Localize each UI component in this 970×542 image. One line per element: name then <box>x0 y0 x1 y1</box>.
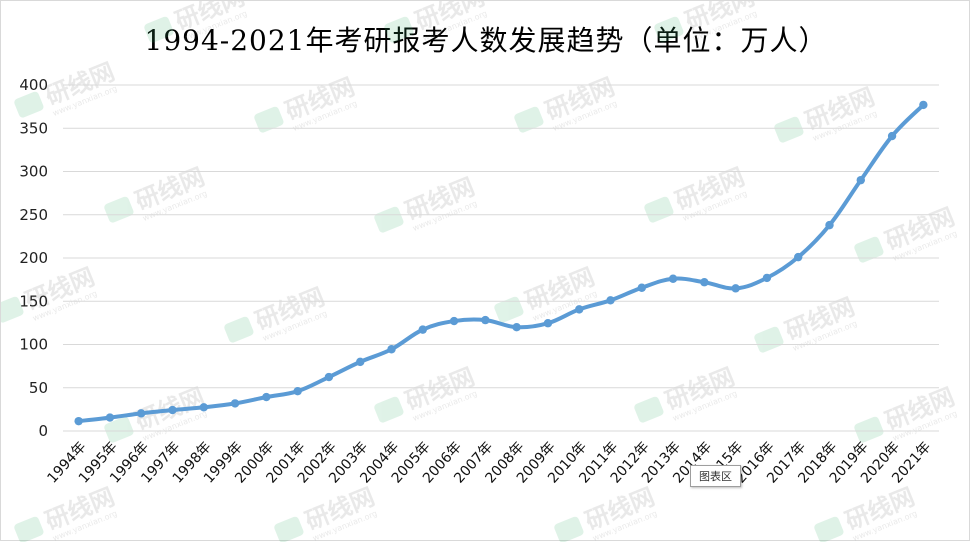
watermark-logo-icon <box>494 296 524 323</box>
data-point <box>293 387 302 396</box>
data-point <box>794 252 803 262</box>
watermark-logo-icon <box>774 116 804 143</box>
data-point <box>731 284 740 293</box>
data-point <box>74 416 83 426</box>
data-point <box>668 274 678 283</box>
data-point <box>137 409 146 418</box>
y-tick-label: 250 <box>19 206 48 224</box>
watermark-logo-icon <box>754 326 784 353</box>
data-point <box>387 345 396 354</box>
gridlines <box>63 84 939 432</box>
data-point <box>575 305 584 314</box>
watermark-logo-icon <box>654 16 684 43</box>
data-point <box>449 316 459 326</box>
watermark-logo-icon <box>1 296 24 323</box>
y-axis: 0 50 100 150 200 250 300 350 400 <box>19 76 48 440</box>
watermark-logo-icon <box>814 516 844 542</box>
watermark-logo-icon <box>374 206 404 233</box>
watermark-logo-icon <box>634 396 664 423</box>
chart-title: 1994-2021年考研报考人数发展趋势（单位：万人） <box>144 24 828 57</box>
data-point <box>825 220 834 230</box>
y-tick-label: 350 <box>19 119 48 137</box>
data-point <box>324 372 334 382</box>
data-point <box>606 296 615 305</box>
data-point <box>543 319 553 328</box>
data-point <box>262 392 271 402</box>
data-point <box>512 323 521 332</box>
y-tick-label: 400 <box>19 76 48 94</box>
data-point <box>700 278 709 287</box>
watermark-logo-icon <box>514 106 544 133</box>
y-tick-label: 200 <box>19 249 48 267</box>
data-point <box>887 131 897 141</box>
x-axis: 1994年1995年1996年1997年1998年1999年2000年2001年… <box>45 439 935 487</box>
watermark-logo-icon <box>14 91 44 118</box>
data-point <box>230 399 240 408</box>
data-point <box>481 315 490 325</box>
data-point <box>637 283 646 292</box>
data-point <box>919 100 928 110</box>
watermark-logo-icon <box>554 516 584 542</box>
series-line <box>76 102 926 424</box>
data-point <box>418 325 427 334</box>
data-point <box>168 405 177 415</box>
watermark-logo-icon <box>854 236 884 263</box>
data-point <box>105 413 115 422</box>
watermark-logo-icon <box>374 396 404 423</box>
chart-area-tooltip: 图表区 <box>690 465 741 487</box>
watermark-logo-icon <box>224 316 254 343</box>
watermark-logo-icon <box>104 196 134 223</box>
watermark-logo-icon <box>144 16 174 43</box>
data-point <box>762 273 772 283</box>
series <box>74 100 928 426</box>
data-point <box>856 175 865 185</box>
y-tick-label: 50 <box>29 379 48 397</box>
y-tick-label: 0 <box>38 422 48 440</box>
watermark-logo-icon <box>104 416 134 443</box>
data-point <box>199 403 208 412</box>
y-tick-label: 100 <box>19 336 48 354</box>
watermark-logo-icon <box>274 516 304 542</box>
y-tick-label: 150 <box>19 292 48 310</box>
data-point <box>356 357 365 367</box>
watermark-logo-icon <box>254 106 284 133</box>
watermark-logo-icon <box>384 16 414 43</box>
y-tick-label: 300 <box>19 163 48 181</box>
watermark-logo-icon <box>14 516 44 542</box>
watermark-logo-icon <box>644 196 674 223</box>
watermark-logo-icon <box>854 416 884 443</box>
